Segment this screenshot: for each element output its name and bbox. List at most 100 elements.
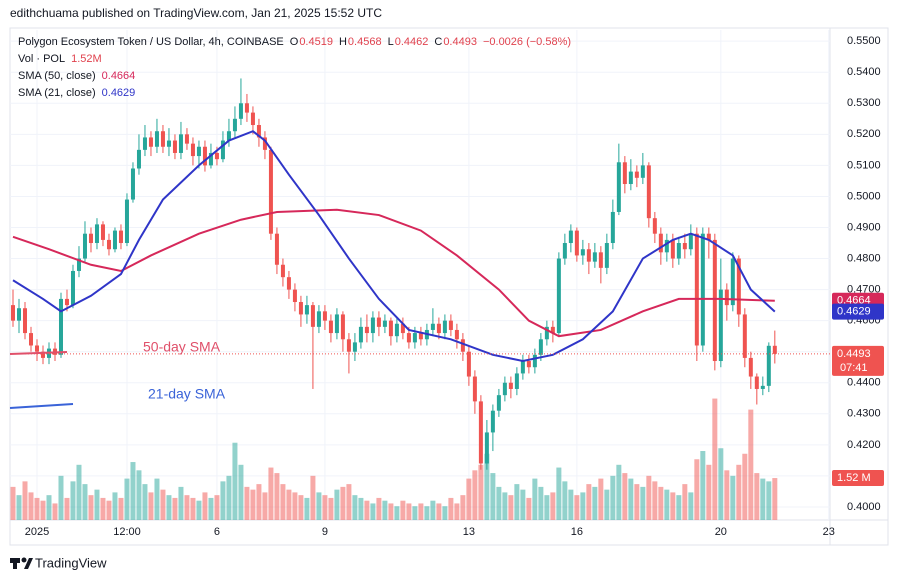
volume-bar	[352, 495, 358, 520]
candle-body	[346, 339, 351, 352]
volume-bar	[178, 486, 184, 520]
candle-body	[418, 333, 423, 340]
candle-body	[742, 314, 747, 358]
sma-badge-label: 0.4629	[837, 306, 871, 318]
candle-body	[616, 162, 621, 212]
volume-bar	[274, 473, 280, 520]
candle-body	[718, 289, 723, 362]
x-tick-label: 16	[571, 526, 583, 538]
volume-bar	[64, 497, 70, 520]
price-badge	[832, 345, 884, 376]
candle-body	[700, 233, 705, 346]
candle-body	[604, 243, 609, 268]
brand: TradingView	[35, 555, 107, 570]
candle-body	[172, 140, 177, 153]
candle-body	[142, 137, 147, 150]
sma-line	[12, 208, 775, 338]
candle-body	[82, 233, 87, 259]
volume-bar	[244, 486, 250, 520]
candle-body	[10, 305, 15, 321]
candle-body	[532, 354, 537, 368]
candle-body	[34, 345, 39, 352]
volume-bar	[310, 475, 316, 520]
x-tick-label: 12:00	[113, 526, 141, 538]
frame	[9, 27, 889, 546]
volume-bar	[760, 478, 766, 520]
volume-bar	[724, 470, 730, 520]
volume-bar	[304, 497, 310, 520]
volume-bar	[508, 495, 514, 520]
candle-body	[28, 333, 33, 346]
volume-bar	[622, 473, 628, 520]
candle-body	[448, 320, 453, 330]
volume-bar	[46, 495, 52, 520]
candle-body	[412, 333, 417, 343]
volume-bar	[532, 478, 538, 520]
candle-body	[190, 143, 195, 157]
candle-body	[124, 199, 129, 244]
candle-body	[394, 323, 399, 337]
y-tick-label: 0.4300	[847, 408, 881, 420]
y-tick-label: 0.5400	[847, 66, 881, 78]
y-tick-label: 0.5500	[847, 35, 881, 47]
legend-symbol: Polygon Ecosystem Token / US Dollar, 4h,…	[18, 36, 571, 48]
volume-bar	[502, 492, 508, 520]
volume-bar	[364, 500, 370, 520]
candle-body	[610, 211, 615, 244]
volume-bar	[730, 475, 736, 520]
candle-body	[508, 382, 513, 389]
ohlc-value: 0.4568	[348, 36, 382, 48]
volume-bar	[358, 497, 364, 520]
candle-body	[238, 103, 243, 119]
volume-bar	[208, 497, 214, 520]
volume-bar	[100, 497, 106, 520]
volume-bar	[526, 497, 532, 520]
volume-bar	[202, 492, 208, 520]
volume-bar	[112, 492, 118, 520]
candle-body	[550, 326, 555, 334]
volume-bar	[430, 500, 436, 520]
volume-bar	[322, 495, 328, 520]
volume-bar	[742, 453, 748, 520]
candle-body	[322, 311, 327, 321]
volume-bar	[460, 495, 466, 520]
volume-bar	[94, 489, 100, 520]
candle-body	[70, 270, 75, 306]
candle-body	[388, 320, 393, 337]
volume-bar	[232, 442, 238, 520]
candle-body	[646, 165, 651, 219]
volume-bar	[442, 506, 448, 520]
candle-body	[436, 323, 441, 334]
candle-body	[94, 224, 99, 244]
candle-body	[292, 289, 297, 303]
volume-bar	[250, 489, 256, 520]
candle-body	[76, 258, 81, 271]
candle-body	[466, 351, 471, 377]
candle-body	[658, 233, 663, 253]
candle-body	[136, 149, 141, 169]
candle-body	[622, 162, 627, 185]
candle-body	[730, 258, 735, 306]
candle-body	[478, 401, 483, 464]
volume-bar	[214, 495, 220, 520]
change: −0.0026 (−0.58%)	[483, 36, 571, 48]
y-tick-label: 0.4000	[847, 501, 881, 513]
candle-body	[520, 361, 525, 374]
volume-bar	[298, 495, 304, 520]
volume-bar	[16, 495, 22, 520]
volume-bar	[238, 464, 244, 520]
candle-body	[442, 320, 447, 334]
volume-bar	[142, 484, 148, 520]
volume-bar	[688, 492, 694, 520]
y-tick-label: 0.4800	[847, 252, 881, 264]
volume-bar	[346, 484, 352, 520]
candle-body	[220, 140, 225, 160]
candle-body	[562, 243, 567, 259]
volume-bar	[418, 503, 424, 520]
candle-body	[766, 345, 771, 386]
candle-body	[250, 112, 255, 126]
candle-body	[748, 357, 753, 377]
volume-bar	[736, 464, 742, 520]
candle-body	[166, 140, 171, 147]
